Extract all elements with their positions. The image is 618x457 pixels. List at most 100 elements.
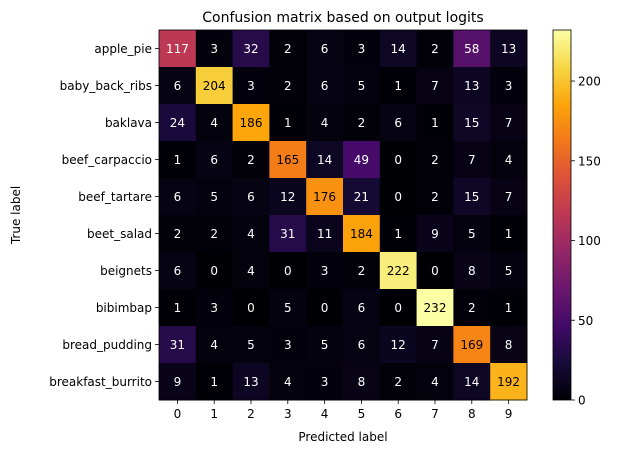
cell-value-label: 3 — [321, 375, 329, 389]
cell-value-label: 6 — [210, 153, 218, 167]
heatmap-cell — [343, 326, 381, 364]
cell-value-label: 5 — [505, 264, 513, 278]
colorbar-tick-label: 50 — [578, 314, 593, 328]
cell-value-label: 31 — [170, 338, 185, 352]
cell-value-label: 3 — [505, 79, 513, 93]
heatmap-cell — [159, 30, 197, 68]
y-axis-label: True label — [9, 186, 23, 245]
heatmap-cell — [195, 104, 234, 142]
heatmap-cell — [159, 363, 197, 401]
cell-value-label: 2 — [247, 153, 255, 167]
cell-value-label: 4 — [247, 264, 255, 278]
heatmap-cell — [269, 326, 307, 364]
heatmap-cell — [195, 67, 234, 105]
cell-value-label: 3 — [210, 42, 218, 56]
heatmap-cell — [343, 141, 381, 179]
x-tick-label: 7 — [431, 407, 439, 421]
cell-value-label: 15 — [464, 116, 479, 130]
heatmap-cell — [306, 104, 344, 142]
cell-value-label: 0 — [394, 153, 402, 167]
cell-value-label: 186 — [240, 116, 263, 130]
heatmap-cell — [159, 326, 197, 364]
cell-value-label: 3 — [321, 264, 329, 278]
cell-value-label: 204 — [203, 79, 226, 93]
cell-value-label: 9 — [174, 375, 182, 389]
heatmap-cell — [416, 30, 454, 68]
cell-value-label: 31 — [280, 227, 295, 241]
heatmap-cell — [232, 141, 270, 179]
cell-value-label: 12 — [280, 190, 295, 204]
cell-value-label: 0 — [321, 301, 329, 315]
heatmap-cell — [269, 215, 307, 253]
heatmap-cell — [159, 178, 197, 216]
cell-value-label: 8 — [358, 375, 366, 389]
y-tick-label: apple_pie — [94, 42, 152, 56]
heatmap-cell — [379, 67, 418, 105]
cell-value-label: 14 — [317, 153, 332, 167]
cell-value-label: 8 — [468, 264, 476, 278]
heatmap-cell — [269, 178, 307, 216]
heatmap-cell — [232, 289, 270, 327]
heatmap-cell — [269, 30, 307, 68]
plot-frame — [158, 29, 528, 401]
cell-value-label: 5 — [210, 190, 218, 204]
cell-value-label: 4 — [505, 153, 513, 167]
colorbar — [552, 29, 572, 401]
cell-value-label: 13 — [501, 42, 516, 56]
cell-value-label: 2 — [431, 42, 439, 56]
cell-value-label: 1 — [210, 375, 218, 389]
y-tick-label: bibimbap — [96, 301, 152, 315]
heatmap-cell — [416, 104, 454, 142]
heatmap-cell — [490, 252, 528, 290]
cell-value-label: 21 — [354, 190, 369, 204]
heatmap-cell — [490, 363, 528, 401]
heatmap-cell — [159, 289, 197, 327]
x-tick-label: 3 — [284, 407, 292, 421]
heatmap-cell — [343, 215, 381, 253]
heatmap-cell — [232, 252, 270, 290]
heatmap-cell — [453, 104, 491, 142]
heatmap-cell — [306, 141, 344, 179]
cell-value-label: 2 — [174, 227, 182, 241]
heatmap-cell — [195, 30, 234, 68]
cell-value-label: 117 — [166, 42, 189, 56]
heatmap-cell — [490, 141, 528, 179]
heatmap-cell — [232, 30, 270, 68]
colorbar-ticks: 0 50 100 150 200 — [571, 75, 601, 408]
cell-value-label: 4 — [321, 116, 329, 130]
heatmap-cell — [195, 252, 234, 290]
y-tick-label: breakfast_burrito — [49, 375, 152, 389]
heatmap-cell — [232, 178, 270, 216]
cell-value-label: 2 — [468, 301, 476, 315]
cell-value-label: 6 — [358, 301, 366, 315]
x-tick-label: 5 — [358, 407, 366, 421]
heatmap-cell — [379, 215, 418, 253]
cell-value-label: 2 — [210, 227, 218, 241]
heatmap-cell — [379, 178, 418, 216]
cell-value-label: 58 — [464, 42, 479, 56]
cell-value-label: 5 — [358, 79, 366, 93]
cell-value-label: 6 — [321, 79, 329, 93]
cell-value-label: 0 — [431, 264, 439, 278]
chart-title: Confusion matrix based on output logits — [202, 10, 483, 26]
heatmap-cell — [232, 67, 270, 105]
cell-value-label: 4 — [284, 375, 292, 389]
cell-value-label: 13 — [243, 375, 258, 389]
heatmap-cell — [306, 252, 344, 290]
heatmap-cell — [306, 326, 344, 364]
heatmap-cell — [416, 326, 454, 364]
cell-value-label: 5 — [321, 338, 329, 352]
x-axis-label: Predicted label — [298, 430, 387, 444]
cell-value-label: 184 — [350, 227, 373, 241]
colorbar-tick-label: 150 — [578, 154, 601, 168]
cell-value-label: 1 — [505, 227, 513, 241]
heatmap-cell — [453, 252, 491, 290]
heatmap-cell — [306, 67, 344, 105]
heatmap-cell — [490, 326, 528, 364]
heatmap-cell — [490, 104, 528, 142]
cell-value-label: 2 — [394, 375, 402, 389]
x-tick-label: 2 — [247, 407, 255, 421]
cell-value-label: 11 — [317, 227, 332, 241]
